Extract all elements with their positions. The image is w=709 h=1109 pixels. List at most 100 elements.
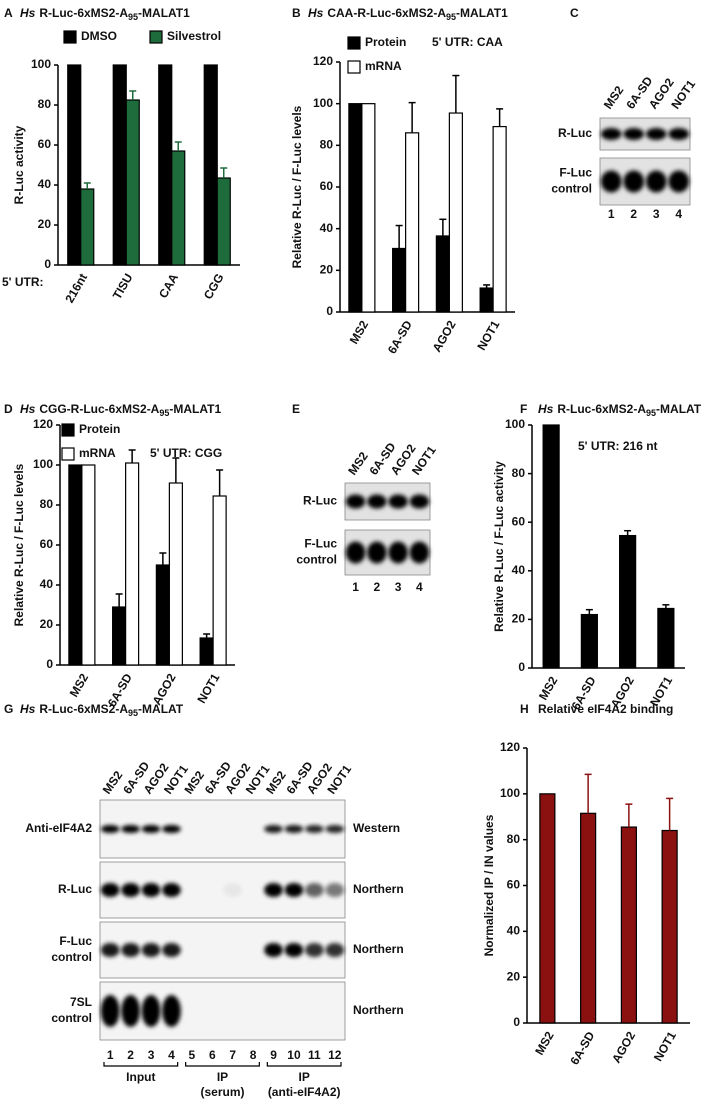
row-label: R-Luc xyxy=(303,494,337,508)
x-tick-label: NOT1 xyxy=(194,671,222,706)
title-part: -MALAT xyxy=(656,402,702,416)
blot-band xyxy=(600,170,622,193)
y-tick-label: 60 xyxy=(320,179,334,193)
error-bar xyxy=(220,167,228,178)
lane-number: 5 xyxy=(189,1048,196,1062)
y-tick-label: 80 xyxy=(507,832,521,846)
legend-label: Protein xyxy=(79,422,120,436)
title-part: -MALAT1 xyxy=(456,6,508,20)
lane-number: 12 xyxy=(328,1048,342,1062)
panel-title: Hs CAA-R-Luc-6xMS2-A95-MALAT1 xyxy=(308,6,508,22)
error-bar xyxy=(203,633,211,638)
x-tick-label: MS2 xyxy=(536,674,561,703)
blot-band xyxy=(325,825,345,833)
bar xyxy=(448,112,463,313)
bar xyxy=(212,495,227,666)
panel-title: Relative eIF4A2 binding xyxy=(538,702,673,716)
y-tick-label: 80 xyxy=(320,138,334,152)
blot-band xyxy=(367,541,387,564)
y-tick-label: 20 xyxy=(507,969,521,983)
lane-number: 11 xyxy=(308,1048,321,1062)
bar xyxy=(112,64,127,266)
panel-title: Hs R-Luc-6xMS2-A95-MALAT xyxy=(538,402,702,418)
error-bar xyxy=(483,284,491,289)
y-tick-label: 20 xyxy=(38,217,52,231)
x-tick-label: CGG xyxy=(201,271,227,302)
blot-band xyxy=(284,825,304,833)
title-part: 95 xyxy=(128,708,138,718)
row-label: control xyxy=(51,1011,92,1025)
lane-number: 6 xyxy=(209,1048,216,1062)
method-label: Northern xyxy=(353,942,404,956)
blot-band xyxy=(304,825,324,833)
y-tick-label: 60 xyxy=(507,878,521,892)
x-tick-label: MS2 xyxy=(67,671,92,700)
error-bar xyxy=(666,797,674,831)
y-tick-label: 0 xyxy=(513,1015,520,1029)
row-label: R-Luc xyxy=(558,126,592,140)
y-tick-label: 40 xyxy=(38,177,52,191)
legend-label: Silvestrol xyxy=(167,29,221,43)
bar xyxy=(580,613,598,669)
error-bar xyxy=(129,90,137,100)
bar xyxy=(435,235,450,313)
blot-band xyxy=(264,825,283,833)
y-tick-label: 100 xyxy=(500,786,520,800)
blot-band xyxy=(345,494,366,509)
blot-band xyxy=(121,825,141,833)
error-bar xyxy=(662,604,670,609)
bar xyxy=(125,99,140,266)
lane-number: 2 xyxy=(630,207,637,221)
error-bar xyxy=(496,108,504,127)
group-bracket xyxy=(266,1062,342,1067)
row-label: F-Luc xyxy=(559,166,592,180)
bar xyxy=(171,150,186,266)
bar xyxy=(155,564,170,666)
y-tick-label: 60 xyxy=(512,514,526,528)
bar xyxy=(168,482,183,666)
blot-band xyxy=(162,883,181,897)
error-bar xyxy=(174,141,182,151)
bar xyxy=(392,247,407,313)
blot-band xyxy=(388,494,408,509)
blot-band xyxy=(264,943,283,957)
blot-band xyxy=(668,170,690,193)
annotation: 5' UTR: CAA xyxy=(432,35,503,49)
error-bar xyxy=(159,552,167,565)
lane-number: 9 xyxy=(270,1048,277,1062)
lane-number: 4 xyxy=(416,580,423,594)
panel-letter: E xyxy=(292,402,300,416)
lane-number: 10 xyxy=(287,1048,301,1062)
blot-band xyxy=(304,883,324,897)
bar xyxy=(657,607,675,669)
title-part: Hs xyxy=(20,6,36,20)
error-bar xyxy=(584,773,592,814)
panel-letter: D xyxy=(4,402,13,416)
y-tick-label: 20 xyxy=(40,617,54,631)
x-tick-label: AGO2 xyxy=(609,1029,638,1066)
title-part: 95 xyxy=(446,12,456,22)
y-tick-label: 40 xyxy=(40,577,54,591)
bar xyxy=(405,132,420,313)
lane-number: 4 xyxy=(168,1048,175,1062)
title-part: -MALAT1 xyxy=(138,6,190,20)
bar xyxy=(199,637,214,666)
title-part: 95 xyxy=(128,12,138,22)
y-tick-label: 60 xyxy=(40,537,54,551)
y-tick-label: 40 xyxy=(507,924,521,938)
legend-swatch xyxy=(63,30,77,44)
blot-band xyxy=(304,943,324,957)
row-label: control xyxy=(296,553,337,567)
x-tick-label: NOT1 xyxy=(651,1029,679,1064)
blot-band xyxy=(100,995,120,1027)
bar xyxy=(542,424,560,669)
bar xyxy=(67,64,82,266)
blot-band xyxy=(388,541,408,564)
x-tick-label: AGO2 xyxy=(430,318,459,355)
blot-band xyxy=(623,128,645,140)
blot-band xyxy=(162,995,181,1027)
method-label: Northern xyxy=(353,882,404,896)
blot-band xyxy=(121,943,141,957)
bar xyxy=(80,188,95,266)
y-tick-label: 120 xyxy=(33,417,53,431)
